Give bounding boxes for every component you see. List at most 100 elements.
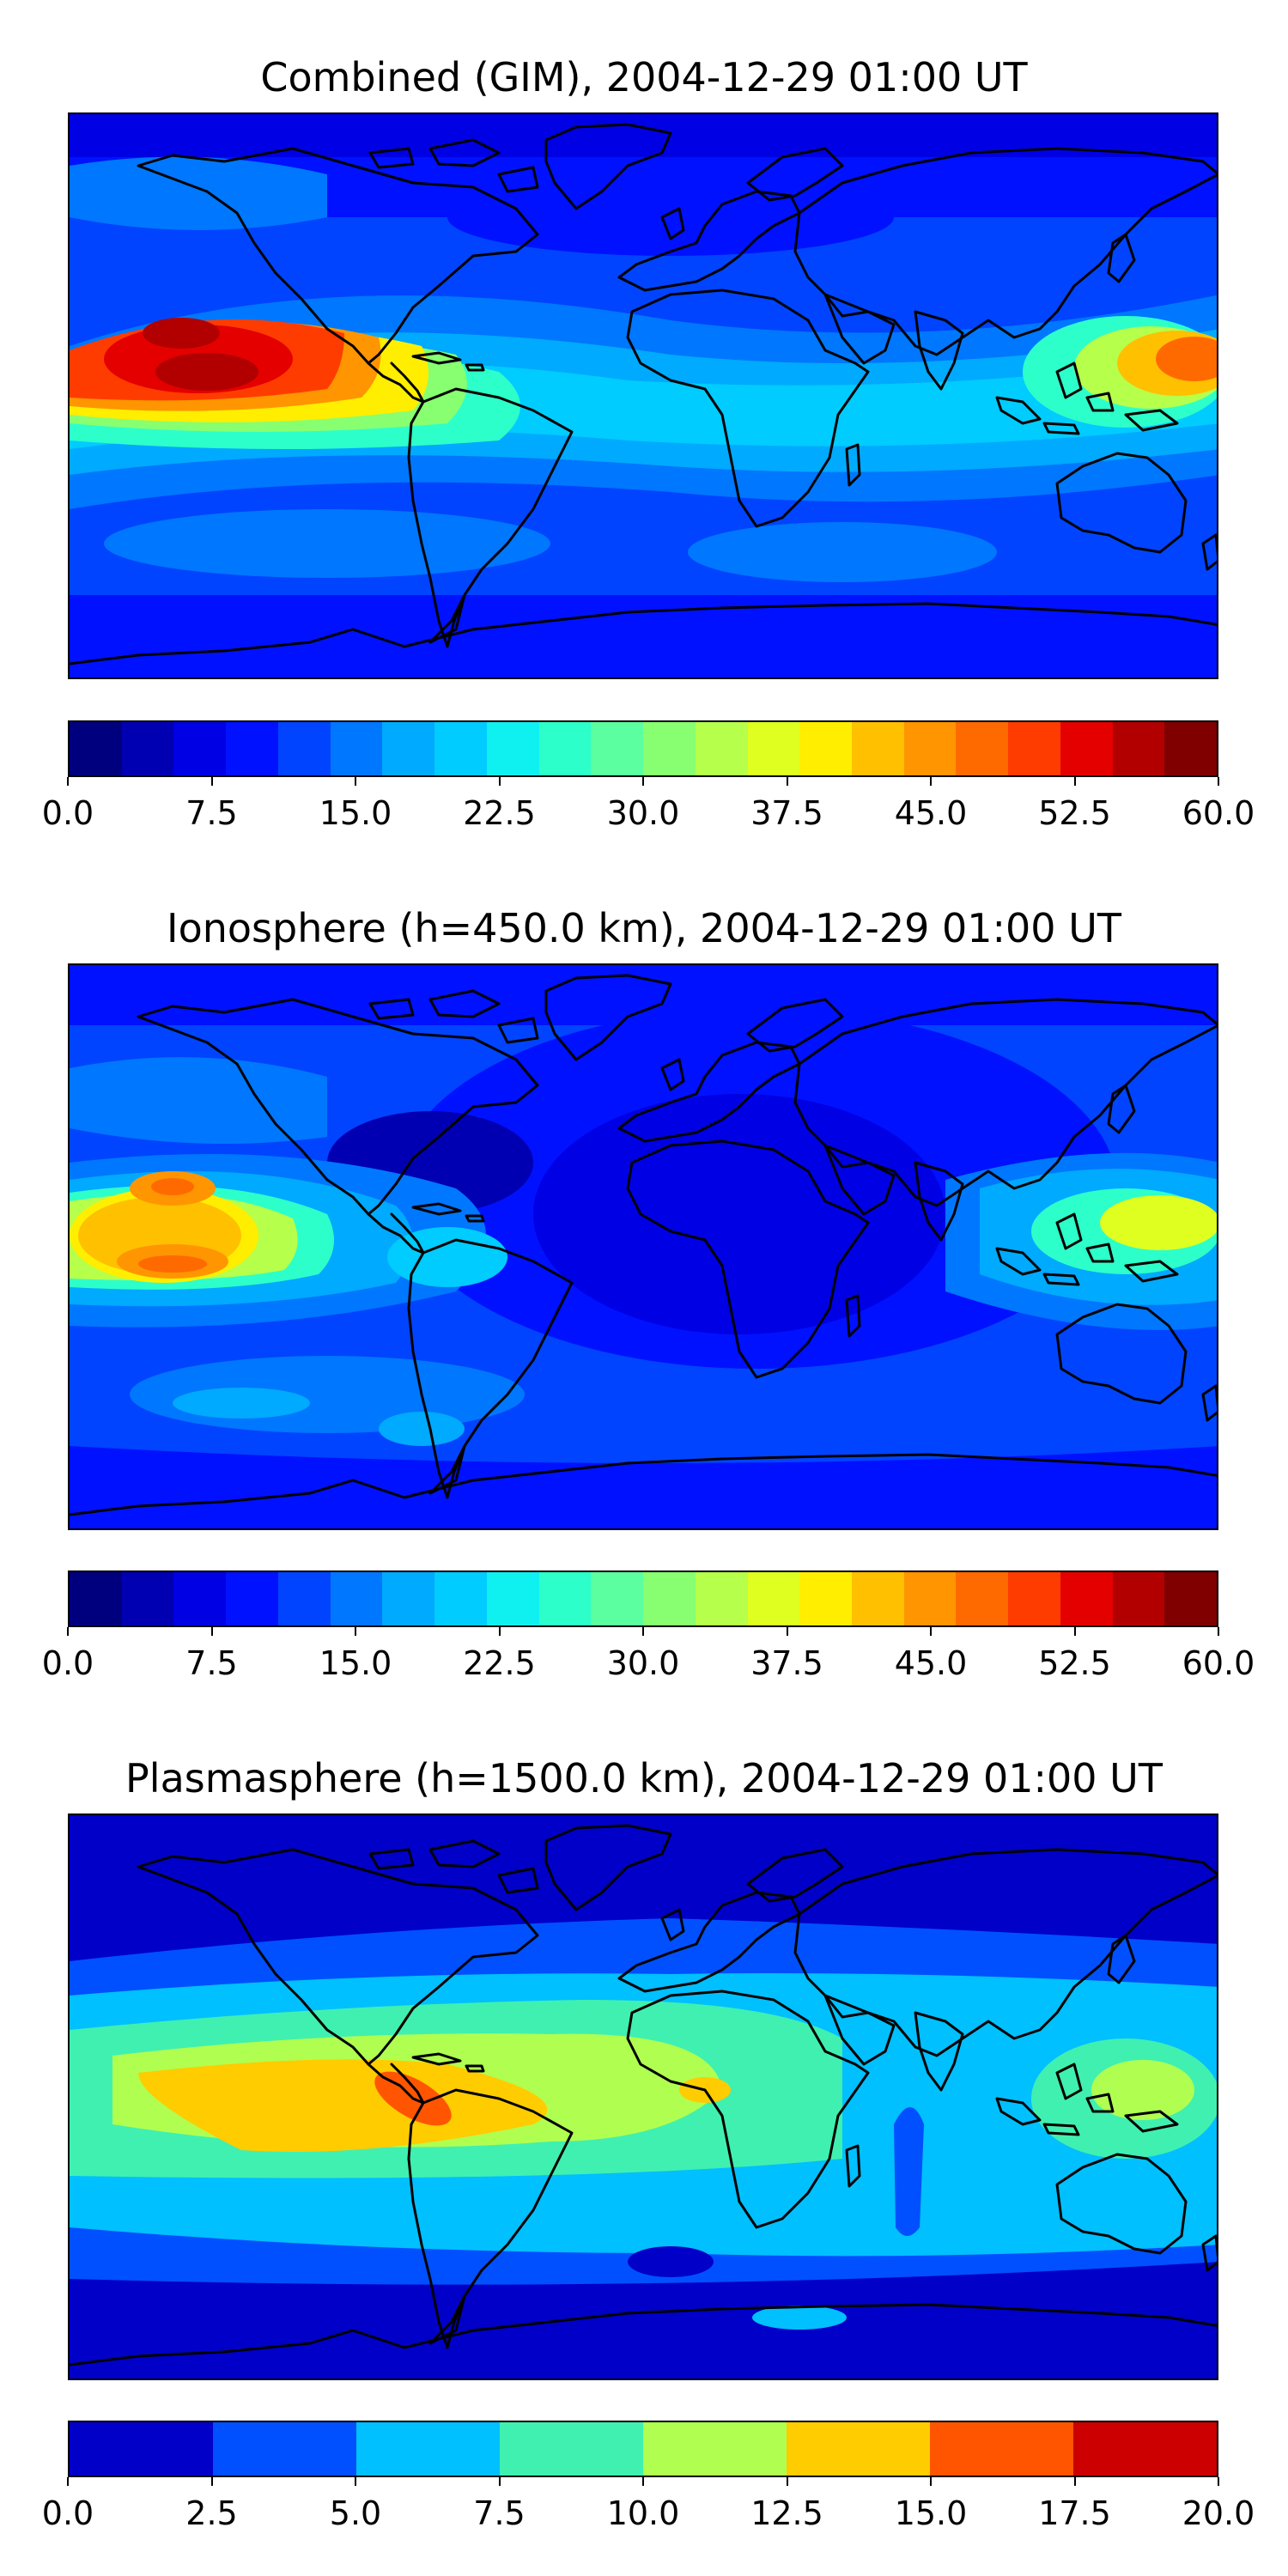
colorbar-segment [486,1572,539,1625]
panel-title: Plasmasphere (h=1500.0 km), 2004-12-29 0… [125,1755,1163,1801]
colorbar-tick-label: 20.0 [1182,2494,1255,2532]
colorbar-tick [498,1627,501,1636]
colorbar-segment [903,722,957,775]
colorbar-tick-label: 60.0 [1182,794,1255,832]
colorbar-tick [355,777,356,786]
colorbar-segment [500,2422,643,2476]
colorbar-tick [67,2477,69,2486]
colorbar-tick [642,777,644,786]
colorbar-segment [852,722,904,775]
colorbar-segment [852,1572,904,1625]
colorbar-tick [67,777,69,786]
colorbar-tick [67,1627,69,1636]
colorbar-segment [277,722,331,775]
colorbar-segment [538,1572,592,1625]
colorbar-tick-label: 30.0 [606,794,680,832]
colorbar-tick [642,1627,644,1636]
colorbar-tick-label: 0.0 [41,1644,94,1682]
colorbar-segment [695,722,748,775]
colorbar-segment [643,1572,696,1625]
colorbar-tick [498,2477,501,2486]
colorbar-tick-label: 15.0 [894,2494,968,2532]
colorbar-tick [1073,777,1076,786]
colorbar-segment [356,2422,500,2476]
colorbar-segment [643,722,696,775]
colorbar-tick [786,777,788,786]
colorbar-ticks: 0.0 7.5 15.0 22.5 30.0 37.5 45.0 52.5 60.0 [42,777,1255,832]
tec-map-plasmasphere [68,1814,1218,2380]
colorbar-tick [930,777,932,786]
colorbar-segment [1164,722,1218,775]
colorbar-segment [956,1572,1009,1625]
colorbar-segment [1008,722,1060,775]
colorbar-segment [695,1572,748,1625]
colorbar-tick [1073,2477,1076,2486]
colorbar-segment [70,722,122,775]
tec-contour-field [70,965,1217,1528]
colorbar-segment [1008,1572,1060,1625]
colorbar-segment [799,722,853,775]
colorbar-tick-label: 37.5 [750,794,823,832]
colorbar-tick-label: 5.0 [329,2494,382,2532]
colorbar-segment [930,2422,1073,2476]
colorbar-tick [786,1627,788,1636]
colorbar-tick [642,2477,644,2486]
colorbar-segment [121,1572,174,1625]
colorbar-segment [1164,1572,1218,1625]
colorbar [68,720,1218,777]
colorbar-tick-label: 10.0 [606,2494,680,2532]
colorbar-segment [538,722,592,775]
colorbar-tick-label: 2.5 [185,2494,238,2532]
colorbar-segment [330,722,383,775]
colorbar-segment [643,2422,787,2476]
colorbar-tick-label: 0.0 [41,794,94,832]
colorbar-segment [434,722,487,775]
colorbar-tick [1218,1627,1219,1636]
colorbar-segment [903,1572,957,1625]
colorbar-segment [121,722,174,775]
colorbar-segment [747,722,800,775]
colorbar-segment [382,1572,435,1625]
colorbar-tick-label: 15.0 [319,794,392,832]
colorbar-tick [355,2477,356,2486]
colorbar-segment [213,2422,356,2476]
colorbar-segment [747,1572,800,1625]
colorbar-segment [486,722,539,775]
colorbar-tick-label: 30.0 [606,1644,680,1682]
tec-contour-field [70,1815,1217,2379]
colorbar-tick [355,1627,356,1636]
colorbar-tick [930,2477,932,2486]
colorbar-tick [498,777,501,786]
colorbar-tick-label: 22.5 [463,794,536,832]
colorbar-tick-label: 37.5 [750,1644,823,1682]
colorbar-segment [70,1572,122,1625]
colorbar-tick-label: 22.5 [463,1644,536,1682]
colorbar-tick-label: 52.5 [1038,1644,1111,1682]
colorbar-ticks: 0.0 7.5 15.0 22.5 30.0 37.5 45.0 52.5 60.0 [42,1627,1255,1682]
tec-map-combined [68,112,1218,679]
colorbar-segment [956,722,1009,775]
colorbar-ticks: 0.0 2.5 5.0 7.5 10.0 12.5 15.0 17.5 20.0 [42,2477,1255,2532]
colorbar-tick-label: 12.5 [750,2494,823,2532]
colorbar-tick-label: 45.0 [894,1644,968,1682]
panel-title: Ionosphere (h=450.0 km), 2004-12-29 01:0… [167,905,1121,951]
colorbar-segment [787,2422,930,2476]
colorbar-tick-label: 45.0 [894,794,968,832]
colorbar-segment [226,722,278,775]
colorbar-segment [1073,2422,1217,2476]
colorbar-tick [1218,2477,1219,2486]
colorbar-tick-label: 7.5 [473,2494,526,2532]
colorbar-segment [382,722,435,775]
colorbar-tick-label: 7.5 [185,794,238,832]
colorbar-tick [786,2477,788,2486]
colorbar-tick-label: 15.0 [319,1644,392,1682]
tec-map-ionosphere [68,963,1218,1530]
colorbar [68,2421,1218,2477]
colorbar-segment [799,1572,853,1625]
colorbar-segment [173,1572,227,1625]
colorbar-segment [1112,1572,1165,1625]
colorbar-segment [226,1572,278,1625]
colorbar-segment [591,722,644,775]
colorbar-tick-label: 60.0 [1182,1644,1255,1682]
colorbar-segment [591,1572,644,1625]
